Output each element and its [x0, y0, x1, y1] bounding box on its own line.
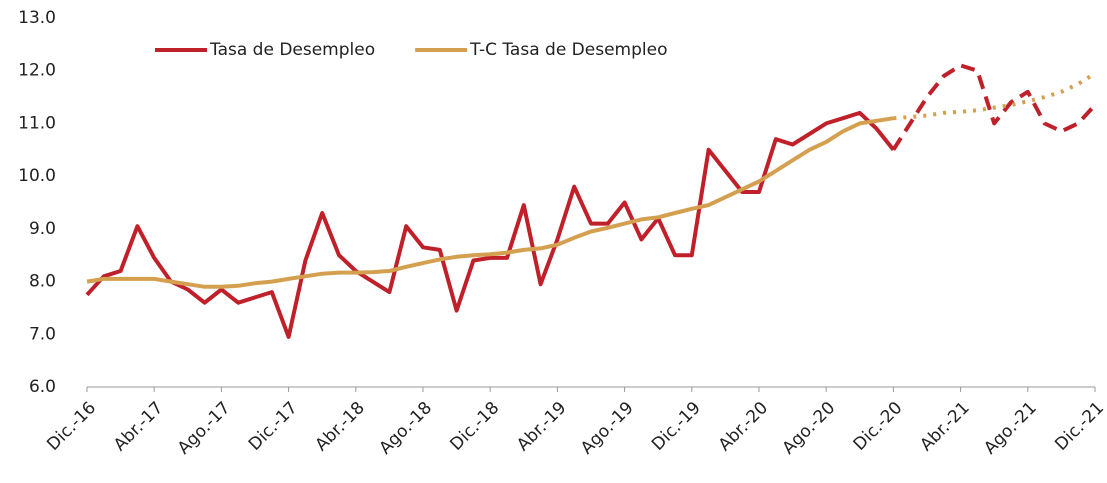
y-tick-label: 11.0	[18, 113, 56, 133]
forecast-line	[891, 63, 1097, 151]
series-line	[86, 116, 894, 289]
y-tick-label: 7.0	[29, 324, 56, 344]
x-tick-label: Abr.-21	[916, 398, 973, 455]
y-tick-label: 8.0	[29, 272, 56, 292]
x-tick-label: Ago.-18	[375, 398, 436, 459]
x-tick-label: Ago.-19	[577, 398, 638, 459]
x-tick-label: Ago.-20	[779, 398, 840, 459]
x-tick-label: Ago.-21	[980, 398, 1041, 459]
y-tick-label: 13.0	[18, 8, 56, 28]
x-tick-label: Abr.-20	[715, 398, 772, 455]
forecast-line	[893, 71, 1097, 121]
x-tick-label: Dic.-16	[43, 398, 100, 455]
x-tick-label: Dic.-19	[648, 398, 705, 455]
x-tick-label: Dic.-20	[850, 398, 907, 455]
x-tick-label: Ago.-17	[174, 398, 235, 459]
x-tick-label: Abr.-19	[513, 398, 570, 455]
y-tick-label: 10.0	[18, 166, 56, 186]
x-tick-label: Dic.-18	[446, 398, 503, 455]
x-tick-label: Abr.-18	[312, 398, 369, 455]
series-line	[85, 110, 895, 339]
x-tick-label: Dic.-21	[1051, 398, 1107, 455]
legend-label: Tasa de Desempleo	[209, 40, 375, 60]
x-tick-label: Dic.-17	[245, 398, 302, 455]
y-tick-label: 6.0	[29, 377, 56, 397]
x-tick-label: Abr.-17	[110, 398, 167, 455]
y-tick-label: 12.0	[18, 61, 56, 81]
legend-label: T-C Tasa de Desempleo	[469, 40, 667, 60]
y-tick-label: 9.0	[29, 219, 56, 239]
